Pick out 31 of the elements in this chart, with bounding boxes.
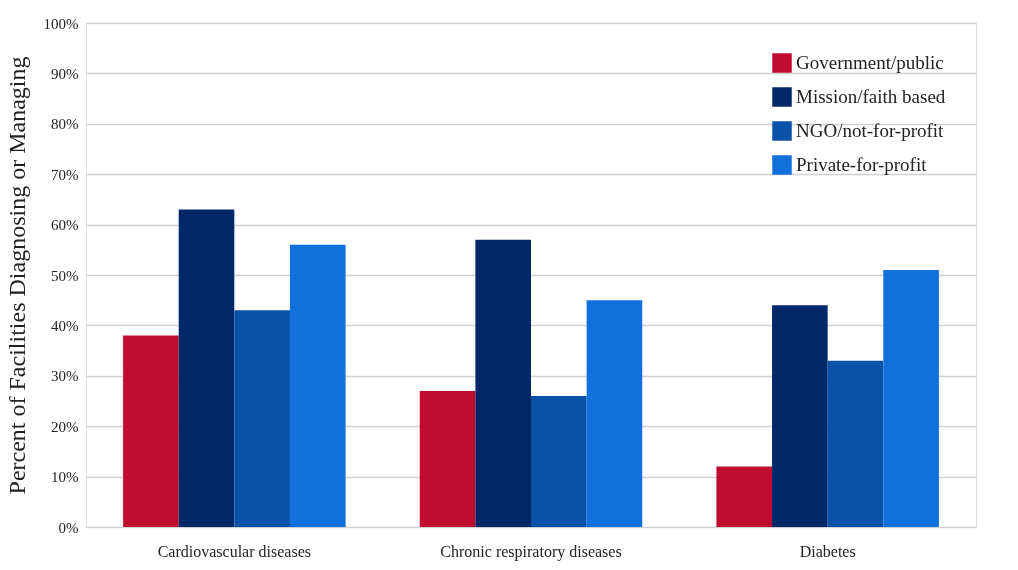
bar	[289, 244, 346, 527]
y-tick-label: 70%	[51, 166, 79, 183]
bar	[883, 269, 939, 527]
bar	[827, 360, 884, 527]
bar	[178, 209, 235, 527]
legend-label: Private-for-profit	[796, 154, 928, 175]
bar	[716, 466, 773, 527]
x-tick-label: Cardiovascular diseases	[157, 542, 311, 560]
y-tick-label: 30%	[51, 368, 79, 385]
bar	[586, 300, 643, 527]
x-tick-label: Diabetes	[799, 542, 856, 560]
legend-label: NGO/not-for-profit	[796, 120, 945, 141]
y-tick-label: 40%	[51, 317, 79, 334]
bar	[772, 305, 828, 527]
y-tick-label: 100%	[43, 15, 79, 32]
y-axis-title: Percent of Facilities Diagnosing or Managing	[3, 56, 30, 495]
y-tick-label: 10%	[51, 469, 79, 486]
y-tick-label: 20%	[51, 418, 79, 435]
bar	[234, 310, 290, 527]
y-tick-label: 60%	[51, 217, 79, 234]
bar	[419, 390, 476, 527]
legend-label: Mission/faith based	[796, 86, 946, 107]
bar	[475, 239, 531, 527]
bar	[531, 395, 587, 527]
bar	[123, 335, 179, 527]
legend-label: Government/public	[796, 52, 944, 73]
y-tick-label: 0%	[58, 519, 79, 536]
y-tick-label: 90%	[51, 65, 79, 82]
y-tick-label: 80%	[51, 116, 79, 133]
y-tick-label: 50%	[51, 267, 79, 284]
x-tick-label: Chronic respiratory diseases	[440, 542, 622, 561]
